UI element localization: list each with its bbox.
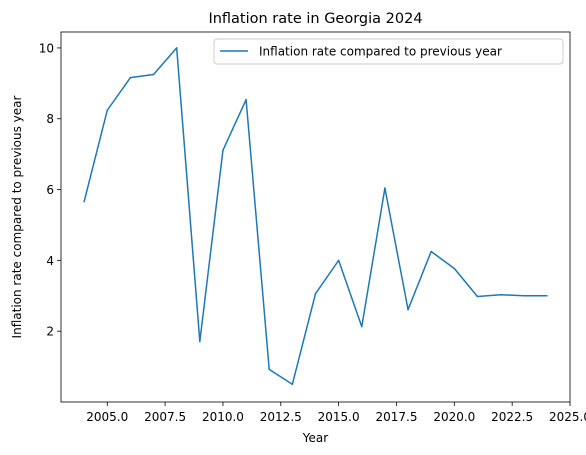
data-point bbox=[499, 293, 502, 296]
data-point bbox=[175, 47, 178, 49]
data-point bbox=[314, 292, 317, 295]
legend: Inflation rate compared to previous year bbox=[213, 38, 564, 65]
data-point bbox=[152, 73, 155, 76]
series-layer bbox=[83, 47, 548, 386]
data-point bbox=[476, 295, 479, 298]
y-tick-label: 8 bbox=[46, 112, 54, 126]
x-axis-title: Year bbox=[302, 431, 328, 445]
x-tick-label: 2007.5 bbox=[144, 410, 186, 424]
x-tick-label: 2017.5 bbox=[375, 410, 417, 424]
data-point bbox=[522, 294, 525, 297]
chart-title: Inflation rate in Georgia 2024 bbox=[208, 11, 422, 27]
data-point bbox=[453, 267, 456, 270]
y-tick-label: 2 bbox=[46, 325, 54, 339]
data-point bbox=[407, 308, 409, 311]
data-point bbox=[291, 383, 294, 386]
x-tick-label: 2025.0 bbox=[549, 410, 586, 424]
data-point bbox=[129, 76, 132, 79]
data-point bbox=[268, 368, 271, 371]
x-tick-label: 2020.0 bbox=[433, 410, 475, 424]
data-point bbox=[222, 149, 224, 152]
x-tick-label: 2010.0 bbox=[202, 410, 244, 424]
data-point bbox=[360, 325, 363, 328]
y-tick-label: 10 bbox=[39, 41, 54, 55]
data-point bbox=[337, 259, 340, 262]
x-tick-label: 2015.0 bbox=[318, 410, 360, 424]
data-point bbox=[106, 109, 109, 112]
x-tick-label: 2005.0 bbox=[86, 410, 128, 424]
y-tick-label: 6 bbox=[46, 183, 54, 197]
x-tick-label: 2012.5 bbox=[260, 410, 302, 424]
data-point bbox=[430, 250, 432, 253]
data-point bbox=[83, 200, 85, 203]
y-axis-title: Inflation rate compared to previous year bbox=[10, 95, 24, 338]
legend-label: Inflation rate compared to previous year bbox=[259, 45, 502, 59]
data-point bbox=[199, 340, 201, 343]
x-axis-ticks: 2005.0 2007.5 2010.0 2012.5 2015.0 2017.5 2020… bbox=[86, 402, 586, 424]
data-point bbox=[245, 98, 247, 101]
y-axis-ticks: 2 4 6 8 10 bbox=[39, 41, 61, 339]
data-point bbox=[384, 187, 386, 189]
x-tick-label: 2022.5 bbox=[491, 410, 533, 424]
legend-box bbox=[213, 38, 564, 65]
y-tick-label: 4 bbox=[46, 254, 54, 268]
plot-frame bbox=[60, 31, 571, 403]
data-point bbox=[546, 294, 548, 297]
